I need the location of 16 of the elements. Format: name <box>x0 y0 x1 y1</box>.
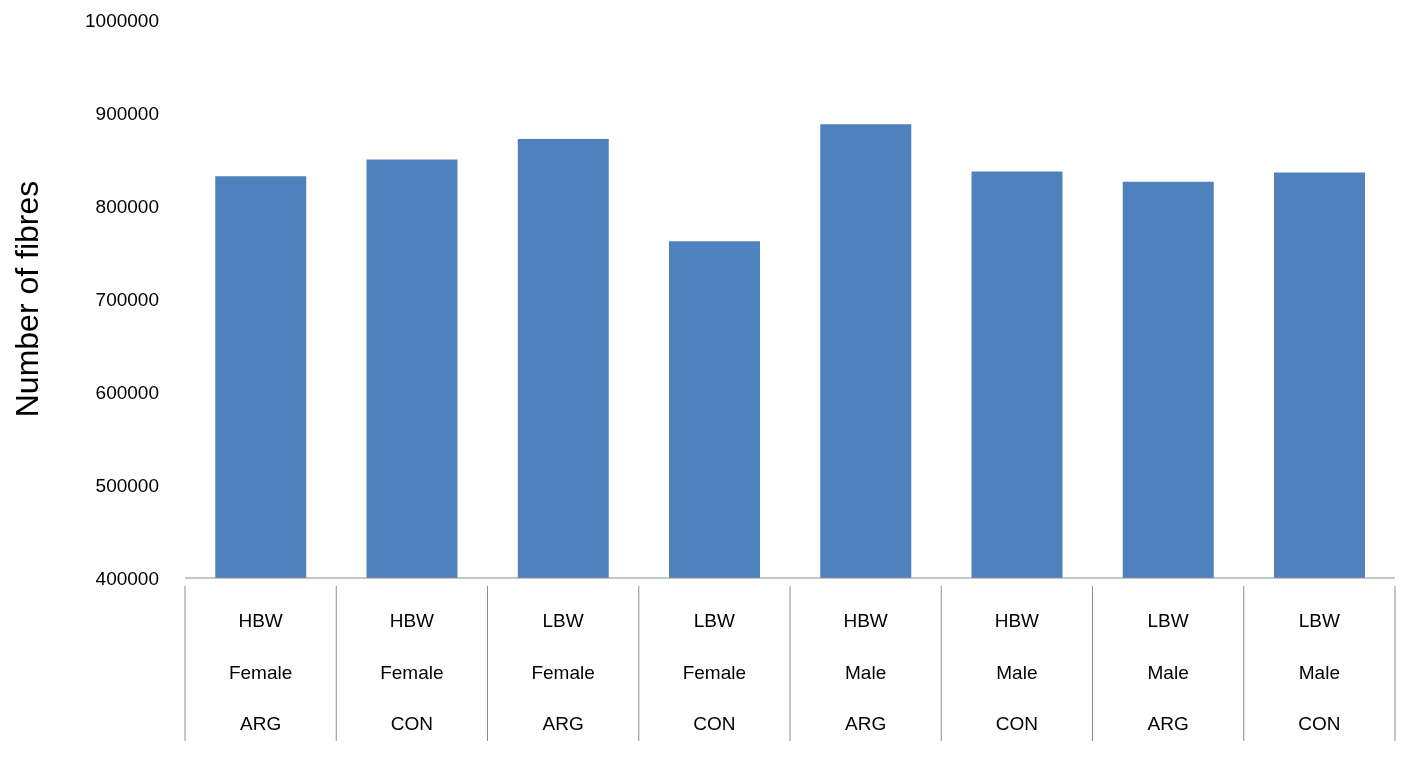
category-label: HBW Male ARG <box>843 610 888 735</box>
y-tick-label: 700000 <box>95 288 159 310</box>
y-tick-label: 900000 <box>95 102 159 124</box>
y-tick-label: 800000 <box>95 195 159 217</box>
y-tick-label: 400000 <box>95 567 159 589</box>
y-tick-label: 600000 <box>95 381 159 403</box>
category-label: LBW Female CON <box>682 610 747 735</box>
category-label: LBW Female ARG <box>531 610 595 735</box>
category-label: LBW Male ARG <box>1147 610 1189 735</box>
y-tick-label: 500000 <box>95 474 159 496</box>
category-label: HBW Female ARG <box>228 610 293 735</box>
category-label: HBW Female CON <box>380 610 444 735</box>
y-tick-label: 1000000 <box>85 9 159 31</box>
y-axis-title: Number of fibres <box>9 180 46 418</box>
category-label: HBW Male CON <box>994 610 1040 735</box>
category-label: LBW Male CON <box>1298 610 1341 735</box>
